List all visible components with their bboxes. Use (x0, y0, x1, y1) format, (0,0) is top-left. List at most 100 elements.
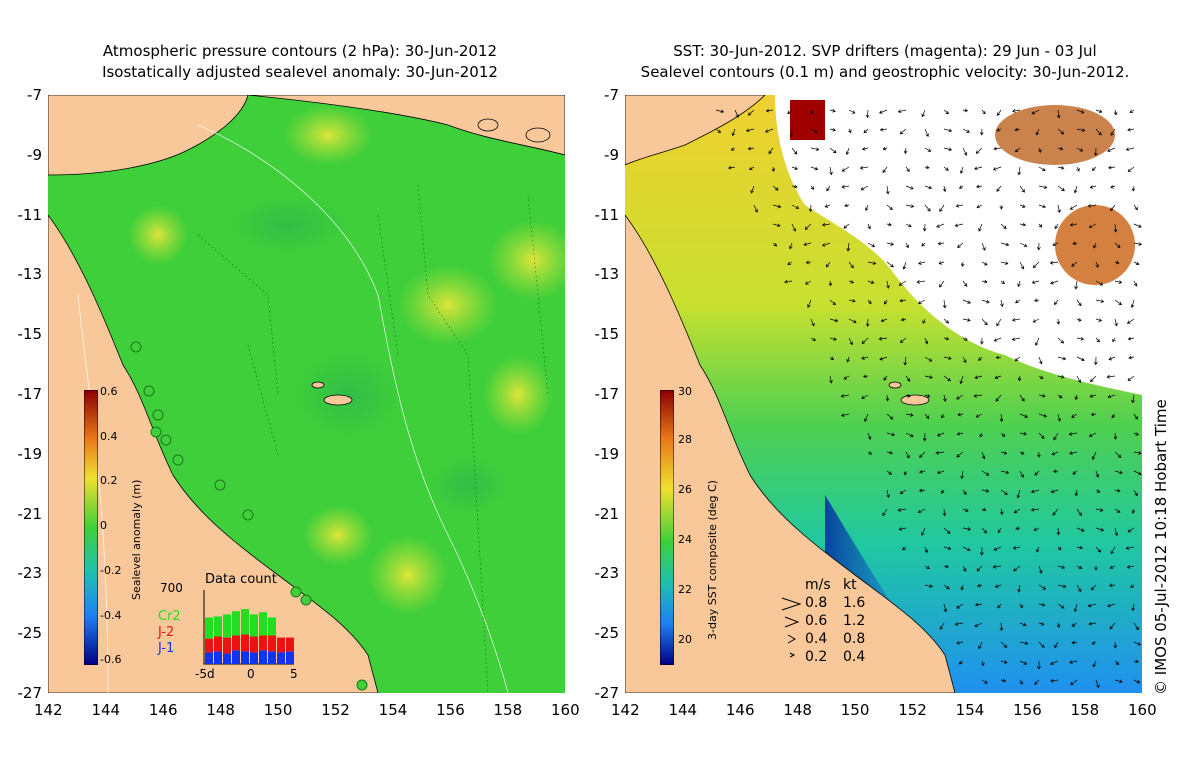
right-lat-tick: -27 (594, 684, 620, 702)
velocity-arrow (880, 318, 888, 323)
velocity-arrow (997, 109, 1002, 116)
velocity-arrow (958, 660, 964, 665)
data-count-bar-cr2 (250, 614, 258, 637)
velocity-arrow (1019, 261, 1025, 270)
velocity-arrow (791, 166, 799, 170)
velocity-arrow (1057, 128, 1065, 135)
data-count-bar-j2 (277, 637, 285, 653)
velocity-arrow (1133, 242, 1142, 246)
velocity-arrow (1130, 299, 1135, 309)
velocity-arrow (844, 203, 850, 208)
velocity-arrow (943, 394, 947, 402)
velocity-arrow (1019, 641, 1029, 645)
velocity-arrow (1125, 546, 1135, 550)
right-lat-tick: -21 (594, 504, 620, 523)
velocity-arrow (882, 508, 888, 517)
velocity-arrow (962, 299, 972, 304)
velocity-arrow (1000, 678, 1007, 683)
velocity-arrow (1014, 127, 1021, 132)
velocity-arrow (1089, 394, 1097, 398)
velocity-arrow (938, 261, 945, 265)
velocity-legend-ms-2: 0.4 (805, 631, 828, 647)
velocity-arrow (992, 166, 1002, 171)
velocity-legend-kt-3: 0.4 (843, 649, 866, 665)
velocity-arrow (805, 260, 812, 265)
velocity-arrow (1057, 185, 1065, 192)
velocity-arrow (864, 413, 869, 423)
left-lat-tick: -19 (17, 444, 43, 463)
velocity-arrow (1114, 299, 1123, 306)
velocity-arrow (867, 261, 877, 265)
velocity-arrow (860, 185, 869, 191)
velocity-arrow (924, 565, 931, 569)
velocity-arrow (772, 242, 778, 247)
velocity-arrow (936, 470, 945, 475)
velocity-arrow (941, 413, 945, 419)
velocity-arrow (829, 166, 833, 176)
velocity-arrow (1038, 223, 1043, 228)
velocity-arrow (1052, 508, 1059, 516)
velocity-arrow (748, 166, 755, 170)
velocity-arrow (1069, 451, 1078, 455)
left-title-line2: Isostatically adjusted sealevel anomaly:… (102, 63, 498, 81)
velocity-arrow (828, 280, 833, 287)
right-lat-tick: -17 (594, 385, 620, 403)
velocity-arrow (1038, 147, 1042, 153)
velocity-arrow (1113, 641, 1118, 649)
velocity-arrow (1133, 223, 1142, 228)
data-count-bar-j2 (250, 636, 258, 653)
velocity-arrow (1030, 489, 1040, 494)
velocity-arrow (973, 394, 983, 398)
velocity-arrow (1114, 470, 1123, 475)
velocity-arrow (924, 128, 929, 138)
velocity-arrow (1073, 603, 1078, 613)
velocity-arrow (867, 299, 872, 305)
velocity-arrow (840, 394, 850, 398)
data-count-xtick-2: 5 (290, 667, 298, 681)
velocity-arrow (943, 356, 952, 360)
right-lon-tick: 152 (898, 701, 927, 719)
velocity-arrow (1095, 679, 1100, 689)
velocity-arrow (829, 108, 836, 113)
velocity-arrow (898, 280, 907, 286)
velocity-arrow (1038, 356, 1043, 365)
velocity-arrow (921, 242, 926, 247)
velocity-arrow (1095, 299, 1105, 303)
velocity-arrow (903, 356, 908, 366)
velocity-arrow (747, 109, 755, 116)
velocity-arrow (805, 280, 812, 285)
data-count-max: 700 (160, 581, 183, 595)
sst-tick-2: 26 (678, 483, 692, 496)
velocity-arrow (1014, 356, 1021, 362)
left-lon-tick: 158 (493, 701, 523, 719)
velocity-arrow (1017, 166, 1022, 176)
velocity-arrow (962, 108, 969, 113)
data-count-bar-j1 (241, 651, 249, 664)
velocity-arrow (1128, 355, 1135, 360)
velocity-legend-ms-3: 0.2 (805, 649, 828, 665)
right-lon-tick: 142 (611, 701, 640, 719)
velocity-arrow (1019, 394, 1025, 402)
left-lat-tick: -27 (17, 684, 43, 702)
right-lon-tick: 146 (725, 701, 755, 719)
left-title-line1: Atmospheric pressure contours (2 hPa): 3… (102, 42, 498, 60)
velocity-arrow (943, 564, 949, 569)
velocity-arrow (1051, 451, 1059, 456)
velocity-arrow (974, 622, 983, 628)
velocity-arrow (924, 375, 933, 379)
velocity-legend-ms-header: m/s (805, 577, 831, 593)
velocity-arrow (981, 470, 990, 476)
data-count-bar-cr2 (259, 612, 267, 636)
velocity-arrow (787, 109, 793, 115)
velocity-arrow (981, 242, 986, 251)
data-count-series-j1: J-1 (158, 641, 175, 656)
velocity-arrow (865, 318, 870, 327)
data-count-bar-j1 (268, 651, 276, 664)
velocity-arrow (1087, 204, 1097, 208)
velocity-arrow (1050, 489, 1059, 494)
velocity-arrow (996, 318, 1002, 327)
data-count-title: Data count (205, 572, 277, 587)
velocity-arrow (939, 622, 945, 630)
velocity-arrow (924, 584, 933, 588)
velocity-arrow (1090, 412, 1097, 417)
